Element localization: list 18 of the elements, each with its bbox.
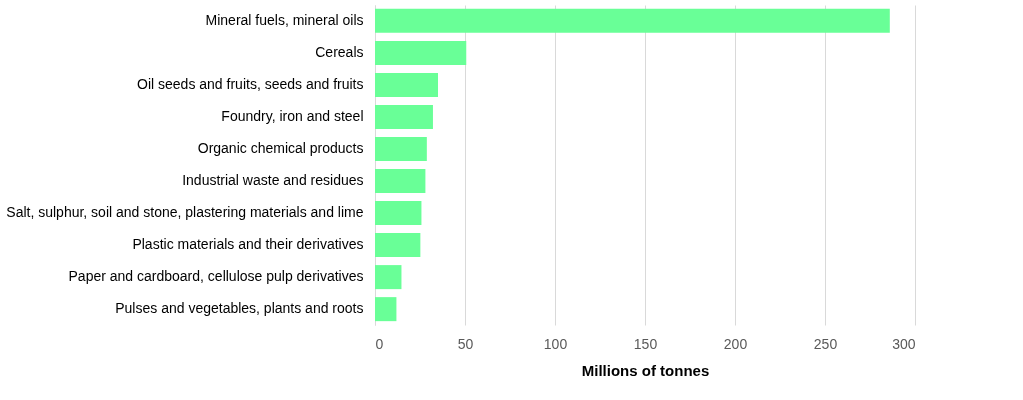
y-tick-label: Salt, sulphur, soil and stone, plastering materials and lime xyxy=(6,204,364,221)
y-tick-label: Pulses and vegetables, plants and roots xyxy=(115,300,364,317)
y-tick-label: Paper and cardboard, cellulose pulp derivatives xyxy=(68,268,364,285)
y-tick-label: Industrial waste and residues xyxy=(182,172,364,189)
y-tick-label: Organic chemical products xyxy=(197,139,364,156)
x-tick-label: 300 xyxy=(892,335,916,352)
x-axis-title: Millions of tonnes xyxy=(581,361,710,379)
x-tick-label: 250 xyxy=(813,335,838,352)
y-tick-label: Mineral fuels, mineral oils xyxy=(205,11,364,28)
x-tick-label: 0 xyxy=(375,335,384,352)
x-tick-label: 50 xyxy=(457,335,474,352)
y-tick-label: Cereals xyxy=(315,43,364,60)
y-tick-label: Plastic materials and their derivatives xyxy=(132,236,364,253)
x-tick-label: 200 xyxy=(723,335,748,352)
y-tick-label: Oil seeds and fruits, seeds and fruits xyxy=(137,75,364,92)
x-tick-label: 150 xyxy=(633,335,658,352)
y-tick-label: Foundry, iron and steel xyxy=(221,107,364,124)
x-tick-label: 100 xyxy=(543,335,568,352)
